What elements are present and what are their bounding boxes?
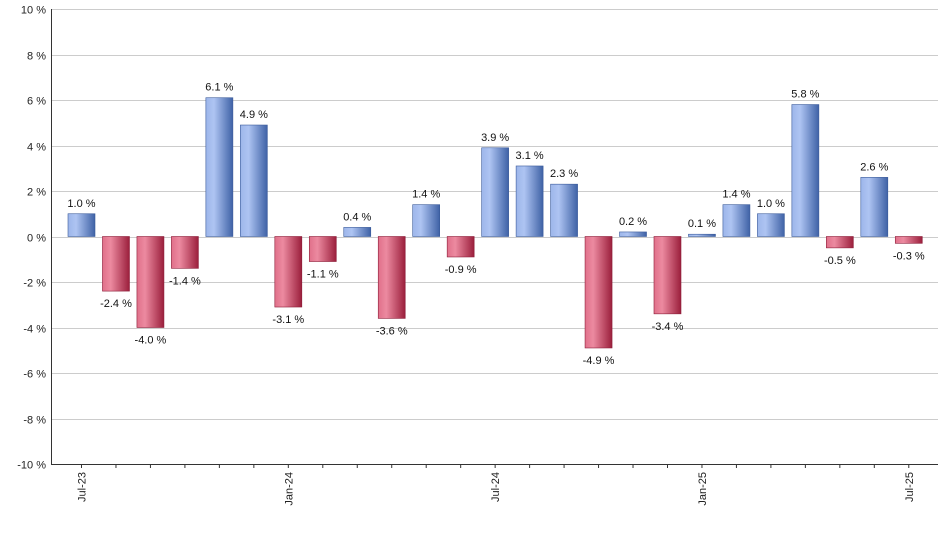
bar [515, 165, 544, 237]
x-tick-label: Jan-25 [697, 472, 709, 506]
bar [205, 97, 234, 237]
data-label: 6.1 % [205, 82, 233, 94]
bar [722, 204, 751, 237]
bar [412, 204, 441, 237]
data-label: -4.9 % [583, 355, 615, 367]
y-tick-label: 6 % [27, 96, 46, 108]
bar [481, 147, 509, 237]
data-label: -0.9 % [445, 264, 477, 276]
bar [791, 104, 820, 237]
bar [860, 177, 889, 237]
data-label: -0.5 % [824, 255, 856, 267]
bar [171, 236, 199, 269]
y-tick-label: 4 % [27, 142, 46, 154]
bar [653, 236, 682, 315]
data-labels: 1.0 % -2.4 % -4.0 % -1.4 % 6.1 % 4.9 % -3.1 % -… [67, 82, 924, 367]
data-label: -2.4 % [100, 298, 132, 310]
data-label: 3.9 % [481, 132, 509, 144]
bar [757, 213, 785, 237]
data-label: 1.0 % [757, 198, 785, 210]
data-label: -3.6 % [376, 325, 408, 337]
bar [240, 124, 268, 237]
y-tick-label: 0 % [27, 233, 46, 245]
data-label: -1.4 % [169, 275, 201, 287]
data-label: 2.6 % [860, 161, 888, 173]
data-label: 4.9 % [240, 109, 268, 121]
axes [51, 9, 938, 468]
data-label: 1.4 % [412, 189, 440, 201]
y-tick-label: -10 % [17, 460, 46, 472]
bar [343, 227, 372, 237]
x-axis-tick-labels: Jul-23 Jan-24 Jul-24 Jan-25 Jul-25 [77, 472, 916, 506]
data-label: 3.1 % [516, 150, 544, 162]
bar [826, 236, 854, 249]
x-tick-label: Jul-24 [490, 472, 502, 502]
data-label: -3.1 % [272, 314, 304, 326]
data-label: -0.3 % [893, 250, 925, 262]
x-tick-label: Jul-23 [77, 472, 89, 502]
bar [67, 213, 96, 237]
y-tick-label: -6 % [23, 369, 46, 381]
data-label: 2.3 % [550, 168, 578, 180]
y-tick-label: -8 % [23, 415, 46, 427]
y-tick-label: -2 % [23, 278, 46, 290]
y-tick-label: -4 % [23, 324, 46, 336]
bar [584, 236, 613, 349]
y-axis-tick-labels: 10 % 8 % 6 % 4 % 2 % 0 % -2 % -4 % -6 % -8 % -10 % [17, 5, 46, 472]
bar [894, 236, 923, 244]
data-label: 0.1 % [688, 218, 716, 230]
data-label: -4.0 % [135, 335, 167, 347]
bar [550, 183, 578, 237]
data-label: 5.8 % [791, 89, 819, 101]
x-tick-label: Jan-24 [283, 472, 295, 506]
y-tick-label: 2 % [27, 187, 46, 199]
bar [102, 236, 130, 292]
data-label: 1.4 % [722, 189, 750, 201]
bar [136, 236, 165, 328]
data-label: -3.4 % [652, 321, 684, 333]
data-label: -1.1 % [307, 269, 339, 281]
bar [446, 236, 475, 258]
bar [619, 231, 647, 237]
data-label: 0.4 % [343, 211, 371, 223]
y-tick-label: 10 % [21, 5, 46, 17]
bar [274, 236, 303, 308]
data-label: 0.2 % [619, 216, 647, 228]
x-tick-label: Jul-25 [904, 472, 916, 502]
data-label: 1.0 % [67, 198, 95, 210]
bar [308, 236, 337, 262]
bars [67, 97, 923, 349]
y-tick-label: 8 % [27, 51, 46, 63]
bar [377, 236, 406, 319]
bar [688, 233, 716, 237]
